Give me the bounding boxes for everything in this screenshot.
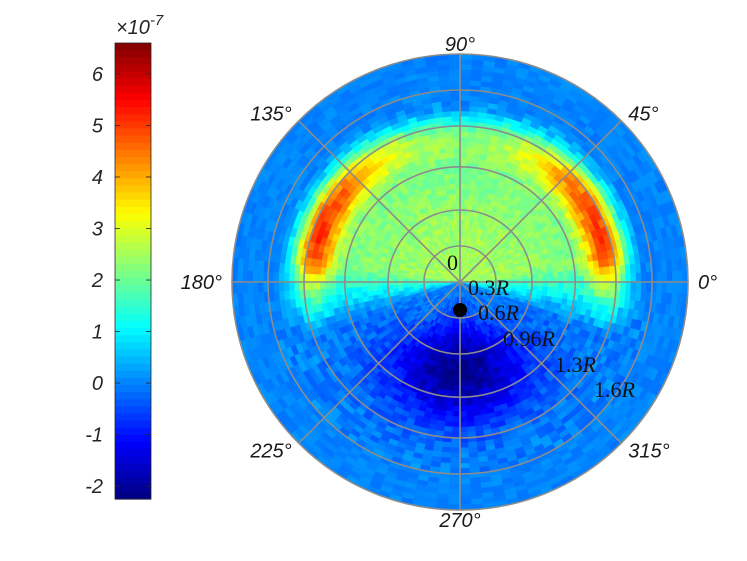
colorbar-cell [115, 306, 151, 315]
colorbar-cell [115, 271, 151, 279]
colorbar-cell [115, 299, 151, 308]
colorbar-cell [115, 142, 151, 151]
colorbar-cell [115, 228, 151, 236]
colorbar-cell [115, 377, 151, 386]
colorbar-cell [115, 192, 151, 201]
colorbar-gradient [115, 43, 151, 500]
colorbar-cell [115, 413, 151, 422]
colorbar-cell [115, 64, 151, 73]
colorbar-cell [115, 50, 151, 58]
colorbar-tick-label: -2 [85, 476, 103, 498]
colorbar-cell [115, 178, 151, 187]
colorbar-cell [115, 85, 151, 94]
colorbar-cell [115, 406, 151, 415]
colorbar-exponent-power: -7 [150, 12, 164, 29]
colorbar-cell [115, 263, 151, 272]
colorbar-cell [115, 199, 151, 208]
colorbar-cell [115, 164, 151, 172]
colorbar-frame [114, 42, 152, 500]
colorbar-cell [115, 385, 151, 393]
colorbar-cell [115, 221, 151, 229]
colorbar-cell [115, 157, 151, 165]
polar-plot: 0°45°90°135°180°225°270°315° 00.3R0.6R0.… [181, 34, 718, 532]
colorbar-cell [115, 185, 151, 194]
colorbar-tick-label: 1 [92, 322, 103, 344]
colorbar-cell [115, 342, 151, 350]
colorbar-cell [115, 470, 151, 479]
colorbar-cell [115, 328, 151, 336]
colorbar-cell [115, 242, 151, 251]
colorbar-cell [115, 491, 151, 500]
colorbar-cell [115, 335, 151, 343]
colorbar-cell [115, 206, 151, 215]
colorbar-ticks: 6 5 4 3 2 1 0 -1 -2 [85, 64, 151, 498]
colorbar-cell [115, 320, 151, 329]
colorbar-cell [115, 392, 151, 400]
colorbar-cell [115, 427, 151, 436]
colorbar-cell [115, 100, 151, 108]
colorbar-cell [115, 292, 151, 301]
colorbar-cell [115, 370, 151, 379]
colorbar-cell [115, 128, 151, 137]
colorbar-tick-label: 5 [92, 115, 104, 137]
colorbar-tick-label: 0 [92, 373, 103, 395]
colorbar: 6 5 4 3 2 1 0 -1 -2 ×10-7 [85, 12, 164, 500]
colorbar-cell [115, 363, 151, 372]
colorbar-exponent-base: ×10 [116, 17, 150, 39]
colorbar-cell [115, 256, 151, 265]
heatmap-cells [232, 54, 688, 510]
colorbar-cell [115, 149, 151, 158]
colorbar-cell [115, 249, 151, 258]
colorbar-cell [115, 285, 151, 293]
colorbar-cell [115, 78, 151, 87]
colorbar-tick-label: 6 [92, 64, 104, 86]
colorbar-cell [115, 456, 151, 464]
colorbar-tick-label: 3 [92, 218, 103, 240]
colorbar-cell [115, 449, 151, 457]
colorbar-tick-label: -1 [85, 425, 103, 447]
colorbar-cell [115, 484, 151, 493]
colorbar-cell [115, 420, 151, 429]
colorbar-cell [115, 135, 151, 144]
colorbar-cell [115, 92, 151, 101]
colorbar-cell [115, 278, 151, 286]
colorbar-cell [115, 399, 151, 407]
colorbar-cell [115, 114, 151, 122]
colorbar-cell [115, 214, 151, 222]
colorbar-cell [115, 313, 151, 322]
colorbar-cell [115, 434, 151, 443]
colorbar-cell [115, 43, 151, 51]
colorbar-cell [115, 107, 151, 115]
colorbar-tick-label: 4 [92, 167, 103, 189]
colorbar-cell [115, 71, 151, 80]
colorbar-cell [115, 349, 151, 358]
colorbar-cell [115, 442, 151, 450]
colorbar-cell [115, 477, 151, 486]
colorbar-cell [115, 121, 151, 130]
colorbar-exponent-label: ×10-7 [116, 12, 164, 39]
colorbar-cell [115, 356, 151, 365]
colorbar-cell [115, 171, 151, 179]
colorbar-cell [115, 57, 151, 65]
colorbar-cell [115, 463, 151, 472]
colorbar-cell [115, 235, 151, 244]
colorbar-tick-label: 2 [91, 270, 103, 292]
